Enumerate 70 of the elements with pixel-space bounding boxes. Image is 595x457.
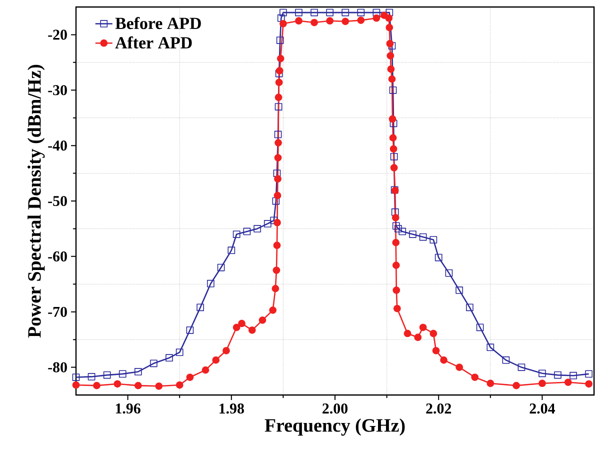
y-tick-label: -20 [48,30,67,40]
point [232,230,240,238]
y-axis-title: Power Spectral Density (dBm/Hz) [28,64,45,338]
point [166,354,173,362]
y-tick-label: -50 [48,196,67,206]
point [445,269,453,277]
point [176,348,184,356]
point [196,304,204,312]
point [394,225,402,232]
point [206,280,214,288]
point [274,130,282,138]
y-tick-label: -40 [48,140,67,151]
point [409,230,416,238]
point [398,228,406,236]
point [88,373,96,380]
y-tick-label: -80 [48,362,67,372]
point [228,246,236,254]
x-tick-label: 2.04 [530,404,555,414]
point [275,70,283,78]
y-tick-label: -60 [48,251,67,262]
point [326,8,334,16]
point [456,286,464,294]
point [434,254,442,262]
x-tick-label: 1.98 [220,404,244,414]
point [554,371,562,379]
point [150,360,158,368]
point [134,368,142,376]
point [390,120,398,128]
legend-label: Before APD [115,17,201,30]
x-tick-label: 2.00 [322,404,348,414]
point [570,372,577,380]
x-axis-title: Frequency (GHz) [264,418,405,436]
point [518,364,526,371]
point [466,304,474,312]
point [419,233,427,241]
y-tick-label: -30 [48,85,67,96]
point [254,225,261,232]
point [243,228,251,236]
point [264,220,272,228]
point [476,324,484,332]
point [72,374,80,381]
point [538,370,546,378]
point [274,103,282,110]
point [272,197,280,205]
y-tick-label: -70 [48,306,67,317]
point [502,356,510,364]
point [118,370,126,378]
point [273,170,281,177]
point [386,8,394,16]
point [342,8,350,16]
point [430,236,438,244]
point [310,8,318,16]
point [103,371,111,379]
x-tick-label: 1.96 [116,404,140,414]
x-tick-label: 2.02 [426,404,452,414]
point [372,8,380,16]
point [392,222,400,230]
point [585,370,593,378]
point [295,8,302,16]
point [276,36,284,44]
legend-label: After APD [115,36,192,48]
point [486,344,494,352]
point [277,14,285,22]
point [389,86,397,94]
point [357,8,365,16]
point [280,8,287,16]
point [391,208,399,216]
point [186,326,194,334]
point [217,264,225,272]
point [390,152,398,160]
